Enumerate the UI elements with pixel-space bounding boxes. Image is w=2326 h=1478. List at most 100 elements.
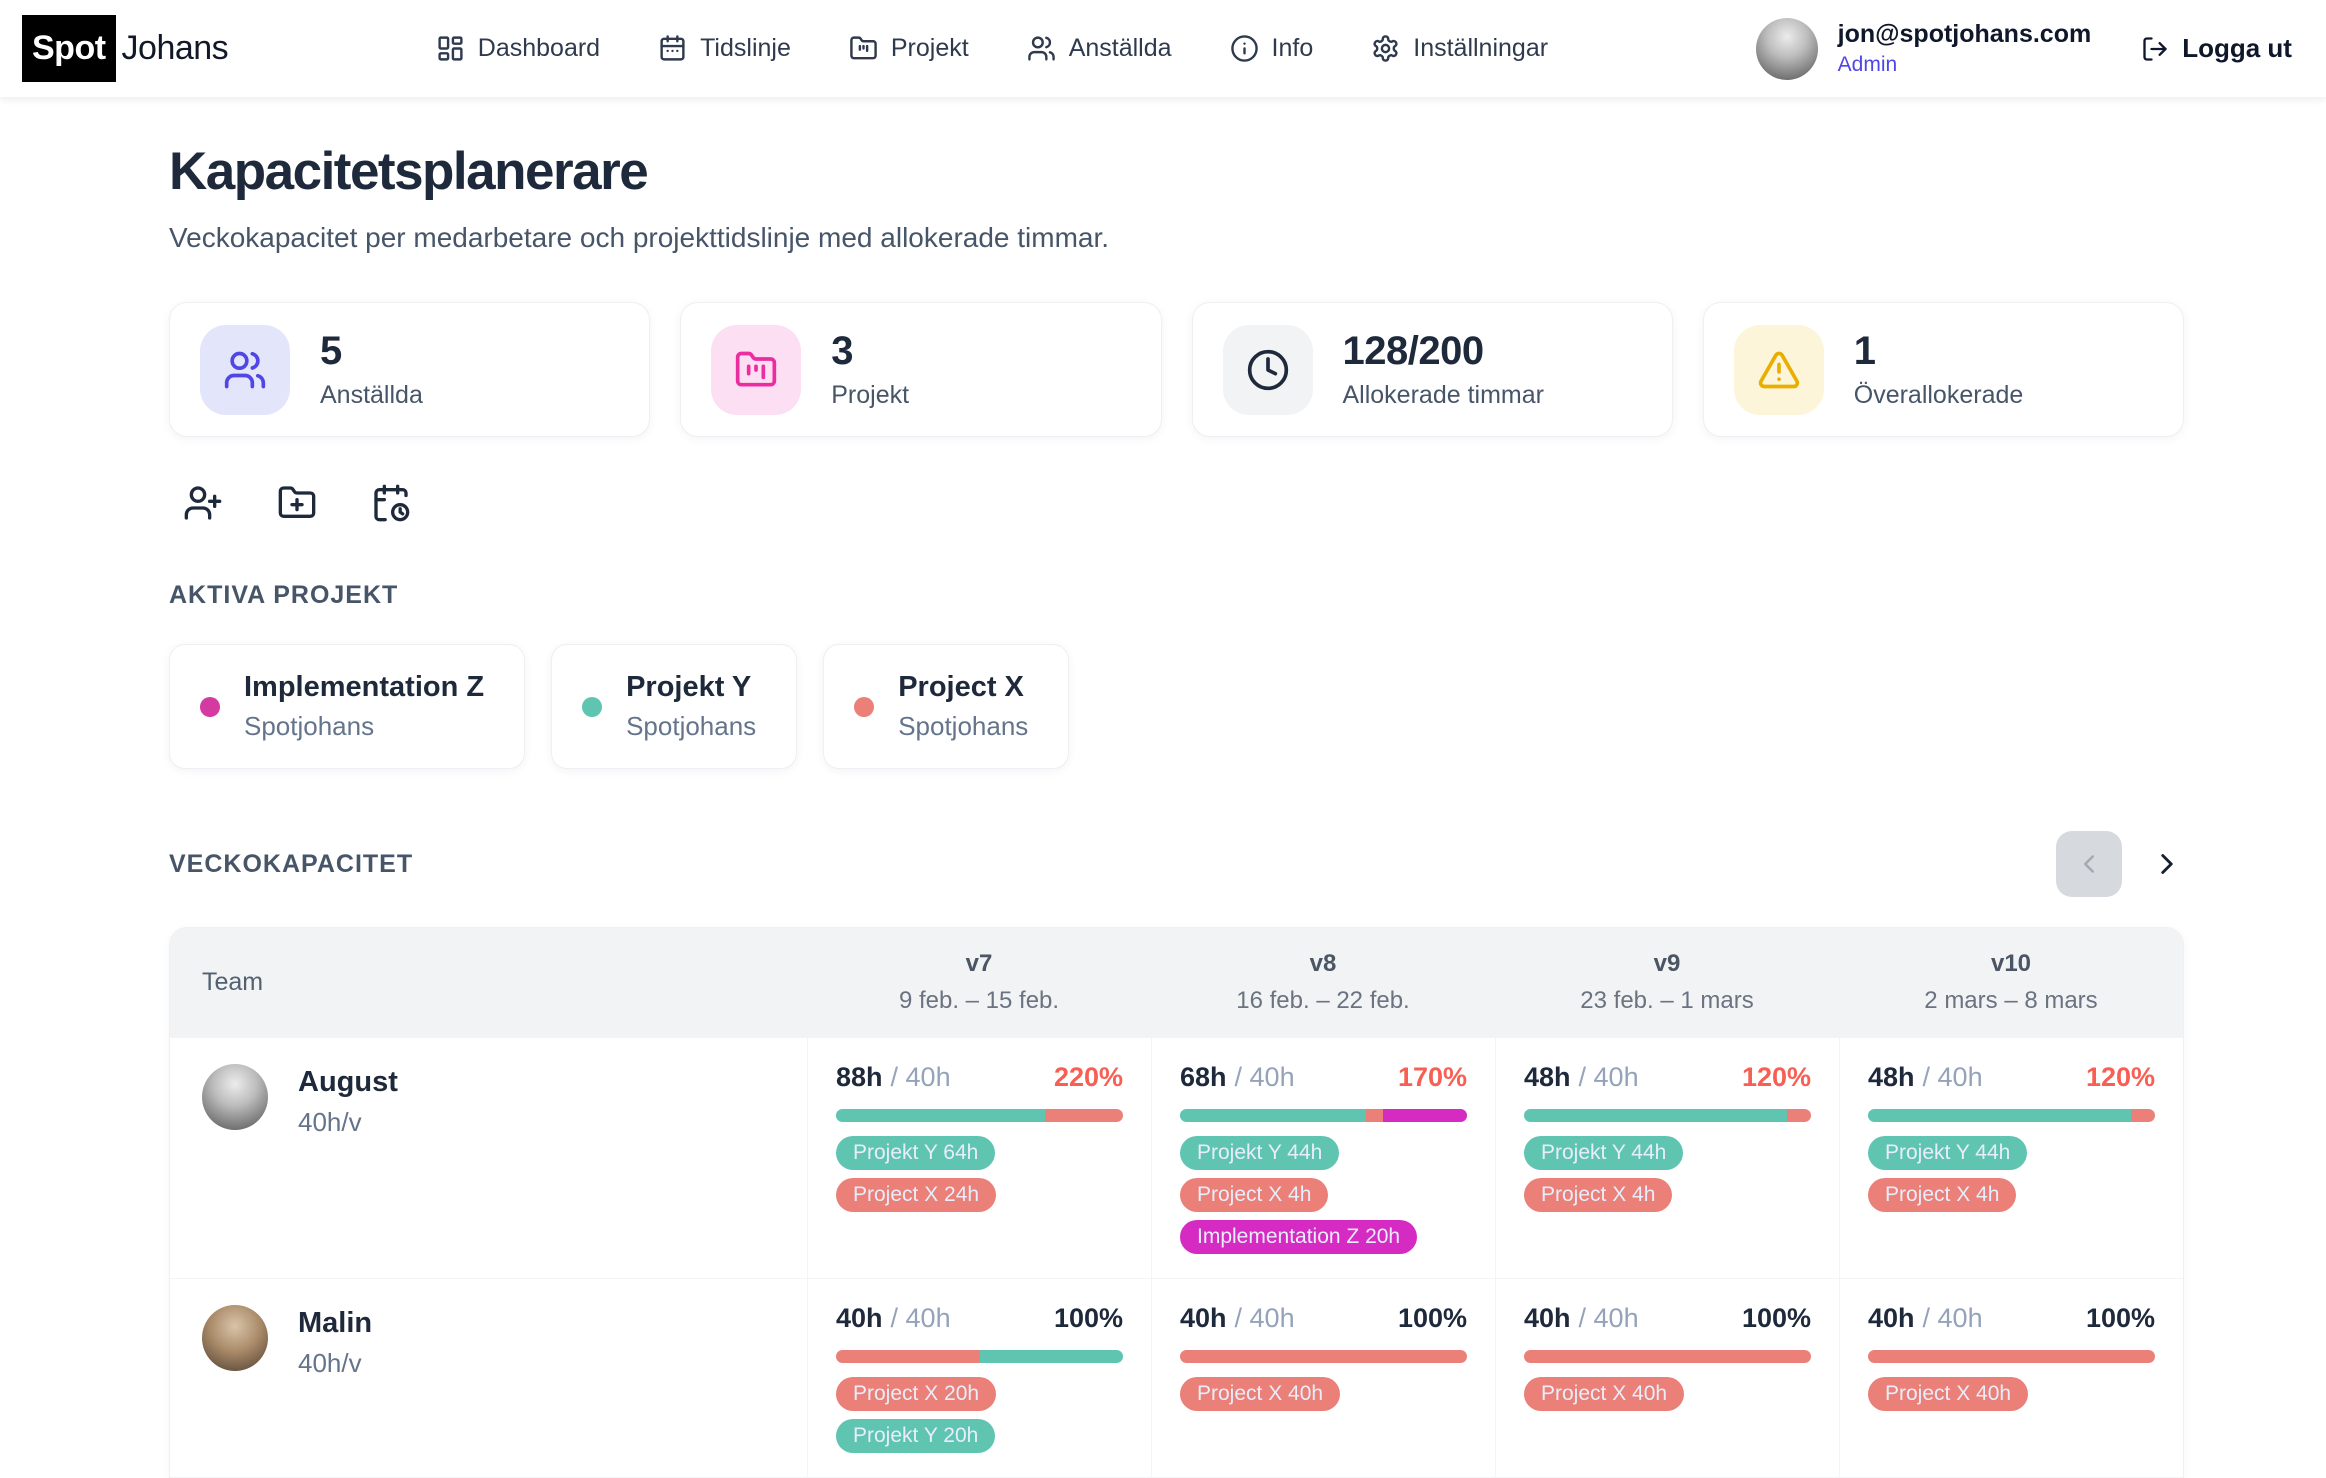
nav-item-info[interactable]: Info — [1230, 34, 1313, 63]
warning-triangle-icon — [1733, 324, 1824, 415]
week-date-range: 9 feb. – 15 feb. — [898, 987, 1060, 1014]
project-name: Implementation Z — [244, 671, 485, 703]
active-projects-heading: AKTIVA PROJEKT — [169, 581, 399, 609]
project-card-implementation-z[interactable]: Implementation Z Spotjohans — [169, 644, 526, 769]
utilization-bar — [1524, 1350, 1811, 1363]
nav-item-tidslinje[interactable]: Tidslinje — [658, 34, 791, 63]
main-nav: Dashboard Tidslinje Projekt Anställda Info In… — [436, 34, 1548, 63]
stat-label: Projekt — [831, 381, 910, 409]
allocation-tags: Project X 40h — [1524, 1377, 1811, 1411]
hours-capacity: / 40h — [1922, 1062, 1983, 1092]
allocation-tags: Projekt Y 44h Project X 4h Implementation … — [1180, 1136, 1467, 1254]
stat-value: 1 — [1853, 329, 1876, 373]
capacity-heading: VECKOKAPACITET — [169, 849, 414, 878]
allocation-tag[interactable]: Projekt Y 44h — [1180, 1136, 1340, 1170]
allocation-tag[interactable]: Projekt Y 64h — [836, 1136, 996, 1170]
brand-logo-primary: Spot — [22, 15, 116, 82]
stat-label: Allokerade timmar — [1342, 381, 1544, 409]
utilization-bar — [1524, 1109, 1811, 1122]
hours-allocated: 48h — [1868, 1062, 1915, 1092]
quick-actions — [169, 483, 2184, 523]
utilization-percent: 100% — [2085, 1303, 2155, 1333]
project-card-projekt-y[interactable]: Projekt Y Spotjohans — [551, 644, 798, 769]
clock-icon — [1222, 324, 1313, 415]
allocation-cell: 40h/ 40h 100% Project X 40h — [1151, 1279, 1495, 1477]
week-column-header-v7: v7 9 feb. – 15 feb. — [807, 928, 1151, 1037]
allocation-tag[interactable]: Project X 4h — [1524, 1178, 1673, 1212]
prev-week-button[interactable] — [2056, 831, 2122, 897]
utilization-bar-segment — [1044, 1109, 1123, 1122]
page-title: Kapacitetsplanerare — [169, 142, 649, 201]
add-employee-button[interactable] — [183, 483, 223, 523]
capacity-table: Team v7 9 feb. – 15 feb. v8 16 feb. – 22 feb… — [169, 927, 2184, 1478]
logout-button[interactable]: Logga ut — [2141, 33, 2292, 64]
info-icon — [1230, 34, 1259, 63]
nav-item-label: Inställningar — [1413, 34, 1549, 62]
nav-item-label: Tidslinje — [700, 34, 791, 62]
stat-value: 5 — [320, 329, 342, 373]
allocation-tag[interactable]: Project X 24h — [836, 1178, 997, 1212]
week-column-header-v10: v10 2 mars – 8 mars — [1839, 928, 2183, 1037]
capacity-row-malin: Malin 40h/v 40h/ 40h 100% Project X 20h Proje… — [170, 1278, 2183, 1477]
allocation-hours: 68h/ 40h — [1180, 1062, 1295, 1093]
project-color-dot — [582, 696, 603, 717]
hours-allocated: 40h — [1180, 1303, 1227, 1333]
stat-value: 3 — [831, 329, 853, 373]
utilization-bar-segment — [1524, 1350, 1811, 1363]
allocation-summary: 40h/ 40h 100% — [1524, 1303, 1811, 1334]
active-projects-section: AKTIVA PROJEKT Implementation Z Spotjohan… — [169, 581, 2184, 769]
nav-item-dashboard[interactable]: Dashboard — [436, 34, 600, 63]
user-meta: jon@spotjohans.com Admin — [1838, 20, 2092, 77]
stat-card-anstallda: 5 Anställda — [169, 302, 651, 437]
allocation-tag[interactable]: Projekt Y 20h — [836, 1419, 996, 1453]
nav-item-projekt[interactable]: Projekt — [849, 34, 969, 63]
allocation-tag[interactable]: Project X 4h — [1180, 1178, 1329, 1212]
nav-item-installningar[interactable]: Inställningar — [1371, 34, 1548, 63]
utilization-bar-segment — [836, 1350, 980, 1363]
chevron-left-icon — [2074, 849, 2104, 879]
stat-card-projekt: 3 Projekt — [680, 302, 1162, 437]
dashboard-icon — [436, 34, 465, 63]
allocation-tag[interactable]: Projekt Y 44h — [1868, 1136, 2028, 1170]
utilization-bar-segment — [1180, 1109, 1366, 1122]
project-org: Spotjohans — [626, 711, 757, 741]
utilization-bar — [1868, 1109, 2155, 1122]
allocation-tag[interactable]: Projekt Y 44h — [1524, 1136, 1684, 1170]
allocation-tag[interactable]: Project X 40h — [1180, 1377, 1341, 1411]
hours-allocated: 48h — [1524, 1062, 1571, 1092]
schedule-allocation-button[interactable] — [371, 483, 411, 523]
allocation-cell: 48h/ 40h 120% Projekt Y 44h Project X 4h — [1495, 1038, 1839, 1278]
project-text: Projekt Y Spotjohans — [626, 671, 756, 742]
stat-card-overallokerade: 1 Överallokerade — [1702, 302, 2184, 437]
hours-allocated: 40h — [1868, 1303, 1915, 1333]
project-name: Project X — [898, 671, 1024, 703]
week-date-range: 2 mars – 8 mars — [1924, 987, 2098, 1014]
allocation-summary: 40h/ 40h 100% — [1180, 1303, 1467, 1334]
allocation-tag[interactable]: Project X 4h — [1868, 1178, 2017, 1212]
allocation-tag[interactable]: Project X 20h — [836, 1377, 997, 1411]
nav-item-label: Projekt — [890, 34, 969, 62]
next-week-button[interactable] — [2150, 847, 2184, 881]
logout-icon — [2141, 35, 2169, 63]
utilization-percent: 120% — [2085, 1062, 2155, 1092]
brand-logo[interactable]: Spot Johans — [22, 15, 229, 82]
add-project-button[interactable] — [277, 483, 317, 523]
user-avatar[interactable] — [1755, 17, 1818, 80]
week-date-range: 23 feb. – 1 mars — [1580, 987, 1754, 1014]
allocation-summary: 48h/ 40h 120% — [1524, 1062, 1811, 1093]
utilization-bar-segment — [2131, 1109, 2155, 1122]
allocation-tag[interactable]: Implementation Z 20h — [1180, 1220, 1418, 1254]
calendar-clock-icon — [371, 483, 411, 523]
allocation-tag[interactable]: Project X 40h — [1524, 1377, 1685, 1411]
user-email: jon@spotjohans.com — [1837, 20, 2092, 48]
hours-capacity: / 40h — [1578, 1062, 1639, 1092]
allocation-tag[interactable]: Project X 40h — [1868, 1377, 2029, 1411]
project-card-project-x[interactable]: Project X Spotjohans — [823, 644, 1070, 769]
allocation-hours: 40h/ 40h — [1524, 1303, 1639, 1334]
logout-label: Logga ut — [2182, 33, 2292, 63]
member-cell: Malin 40h/v — [170, 1279, 807, 1477]
stat-card-allokerade-timmar: 128/200 Allokerade timmar — [1191, 302, 1673, 437]
week-label: v7 — [965, 950, 993, 977]
nav-item-anstallda[interactable]: Anställda — [1027, 34, 1172, 63]
member-avatar — [202, 1305, 268, 1371]
